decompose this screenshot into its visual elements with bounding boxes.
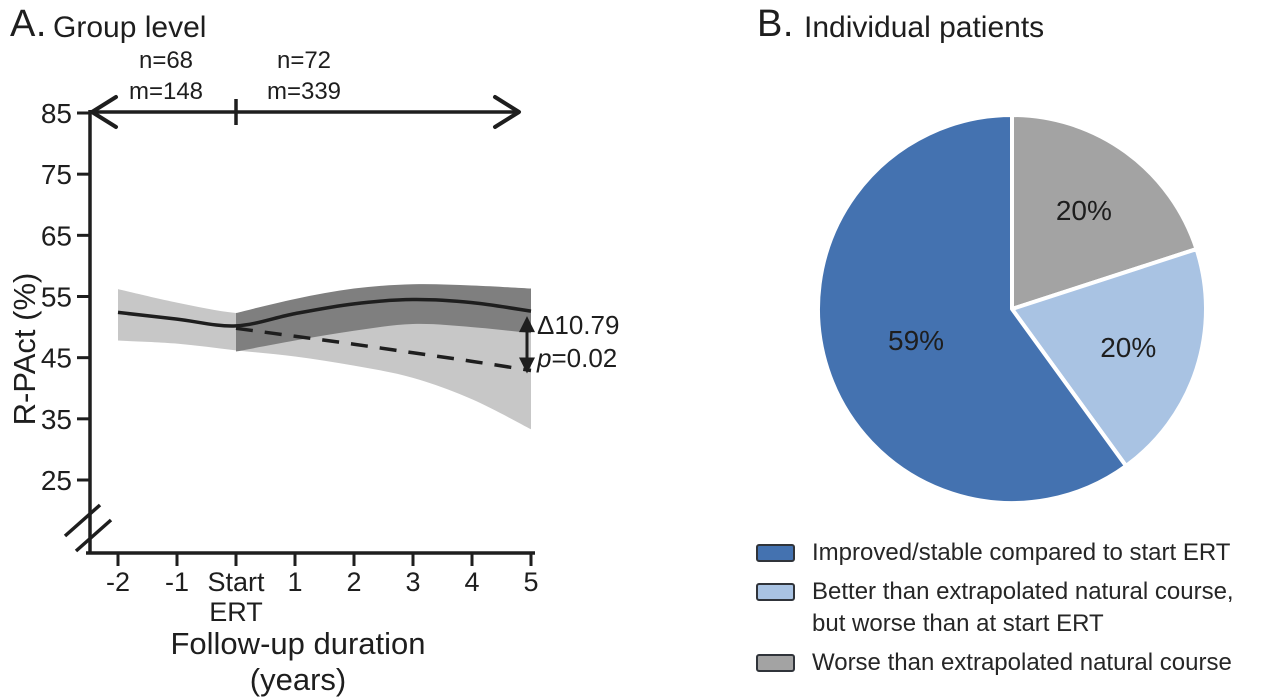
pie-slice xyxy=(816,113,1129,505)
arrowhead-right xyxy=(493,95,521,129)
legend-swatch-light-blue xyxy=(756,583,795,601)
panel-b: B. Individual patients xyxy=(740,0,1280,670)
panel-a: A. Group level n=68 m=148 n=72 m=339 R-P… xyxy=(7,3,620,697)
delta-arrowhead-up xyxy=(519,316,535,333)
solid-series-line xyxy=(117,297,532,328)
cohort-pre-n: n=68 xyxy=(138,47,194,74)
y-tick-label: 25 xyxy=(41,465,72,496)
panel-a-label: A. xyxy=(10,3,47,45)
panel-b-title: Individual patients xyxy=(804,11,1045,44)
arrowhead-left xyxy=(90,95,118,129)
cohort-annotation-pre-ert: n=68 m=148 xyxy=(96,45,236,107)
x-tick-label: 4 xyxy=(464,567,479,597)
pie-slice xyxy=(1010,113,1199,311)
legend-item-improved-stable: Improved/stable compared to start ERT xyxy=(756,537,1276,569)
panel-b-label: B. xyxy=(757,3,794,45)
individual-patients-pie-chart: 20% 20% 59% xyxy=(816,113,1208,505)
dashed-series-line xyxy=(235,326,532,373)
pie-legend: Improved/stable compared to start ERT Be… xyxy=(756,537,1276,686)
x-tick-label: 5 xyxy=(523,567,538,597)
y-tick-label: 55 xyxy=(41,282,72,313)
cohort-annotation-post-ert: n=72 m=339 xyxy=(234,45,374,107)
cohort-post-n: n=72 xyxy=(276,47,332,74)
x-tick-label: Start xyxy=(207,567,265,597)
pie-slice xyxy=(1010,247,1208,468)
legend-swatch-gray xyxy=(756,654,795,672)
y-tick-label: 65 xyxy=(41,220,72,251)
cohort-pre-m: m=148 xyxy=(128,78,204,105)
pie-slice-label: 59% xyxy=(888,325,944,356)
legend-label: Better than extrapolated natural course, xyxy=(812,578,1234,605)
y-tick-label: 85 xyxy=(41,98,72,129)
p-symbol: p xyxy=(537,343,552,373)
x-tick-label: ERT xyxy=(209,597,263,627)
panel-a-title: Group level xyxy=(53,11,207,44)
y-tick-label: 75 xyxy=(41,159,72,190)
legend-swatch-dark-blue xyxy=(756,544,795,562)
legend-label: Improved/stable compared to start ERT xyxy=(812,539,1231,566)
legend-label: Worse than extrapolated natural course xyxy=(812,649,1232,676)
cohort-post-m: m=339 xyxy=(266,78,342,105)
p-value: =0.02 xyxy=(551,343,618,373)
x-tick-label: 1 xyxy=(287,567,302,597)
delta-annotation: Δ10.79 xyxy=(537,310,620,340)
x-tick-label: -1 xyxy=(165,567,189,597)
p-value-annotation: p=0.02 xyxy=(537,344,617,373)
pie-slice-label: 20% xyxy=(1100,332,1156,363)
x-tick-label: -2 xyxy=(106,567,130,597)
legend-label-line2: but worse than at start ERT xyxy=(812,610,1104,637)
legend-item-worse-than-natural-course: Worse than extrapolated natural course xyxy=(756,647,1276,679)
y-tick-label: 35 xyxy=(41,404,72,435)
delta-arrowhead-down xyxy=(519,357,535,374)
pie-slice-label: 20% xyxy=(1056,195,1112,226)
x-tick-label: 3 xyxy=(405,567,420,597)
legend-item-better-than-natural-course: Better than extrapolated natural course,… xyxy=(756,576,1276,640)
y-tick-label: 45 xyxy=(41,343,72,374)
x-tick-label: 2 xyxy=(346,567,361,597)
axis-break xyxy=(63,503,113,553)
